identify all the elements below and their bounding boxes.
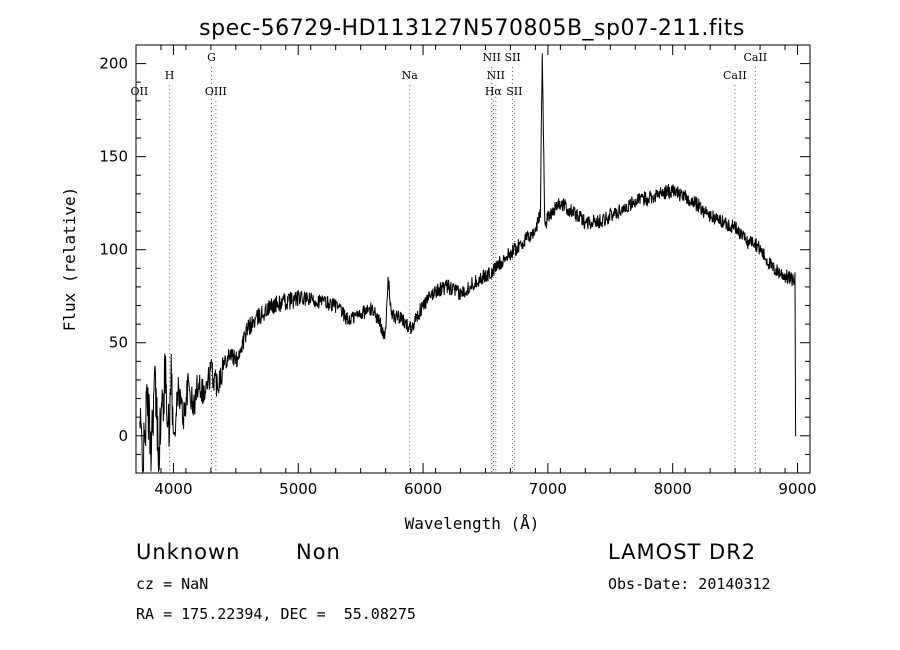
spectral-line-label: H (165, 69, 175, 82)
object-subclass: Non (296, 540, 341, 564)
redshift-value: cz = NaN (136, 575, 209, 593)
obs-date: Obs-Date: 20140312 (608, 575, 771, 593)
survey-label: LAMOST DR2 (608, 540, 757, 564)
x-tick-label: 6000 (404, 480, 442, 498)
x-axis-label: Wavelength (Å) (405, 514, 540, 533)
spectral-line-label: CaII (743, 51, 767, 64)
plot-frame (135, 44, 811, 474)
y-tick-label: 100 (99, 241, 128, 259)
chart-title: spec-56729-HD113127N570805B_sp07-211.fit… (199, 16, 745, 41)
x-tick-label: 8000 (654, 480, 692, 498)
x-tick-label: 9000 (778, 480, 816, 498)
spectral-line-label: OIII (205, 85, 227, 98)
object-class: Unknown (136, 540, 241, 564)
spectral-line-label: SII (506, 85, 522, 98)
x-tick-label: 7000 (529, 480, 567, 498)
spectral-line-label: OII (131, 85, 149, 98)
spectral-line-label: CaII (723, 69, 747, 82)
spectral-line-label: SII (504, 51, 520, 64)
spectral-line-label: NII (483, 51, 501, 64)
coordinates: RA = 175.22394, DEC = 55.08275 (136, 605, 416, 623)
y-tick-label: 150 (99, 148, 128, 166)
spectral-line-label: G (207, 51, 216, 64)
y-axis-label: Flux (relative) (60, 187, 79, 332)
spectral-line-label: Na (402, 69, 419, 82)
y-tick-label: 200 (99, 55, 128, 73)
y-tick-label: 50 (109, 334, 128, 352)
x-tick-label: 5000 (279, 480, 317, 498)
spectral-line-label: Hα (485, 85, 503, 98)
y-tick-label: 0 (118, 427, 128, 445)
spectral-line-label: NII (487, 69, 505, 82)
x-tick-label: 4000 (154, 480, 192, 498)
spectrum-line (139, 53, 797, 474)
